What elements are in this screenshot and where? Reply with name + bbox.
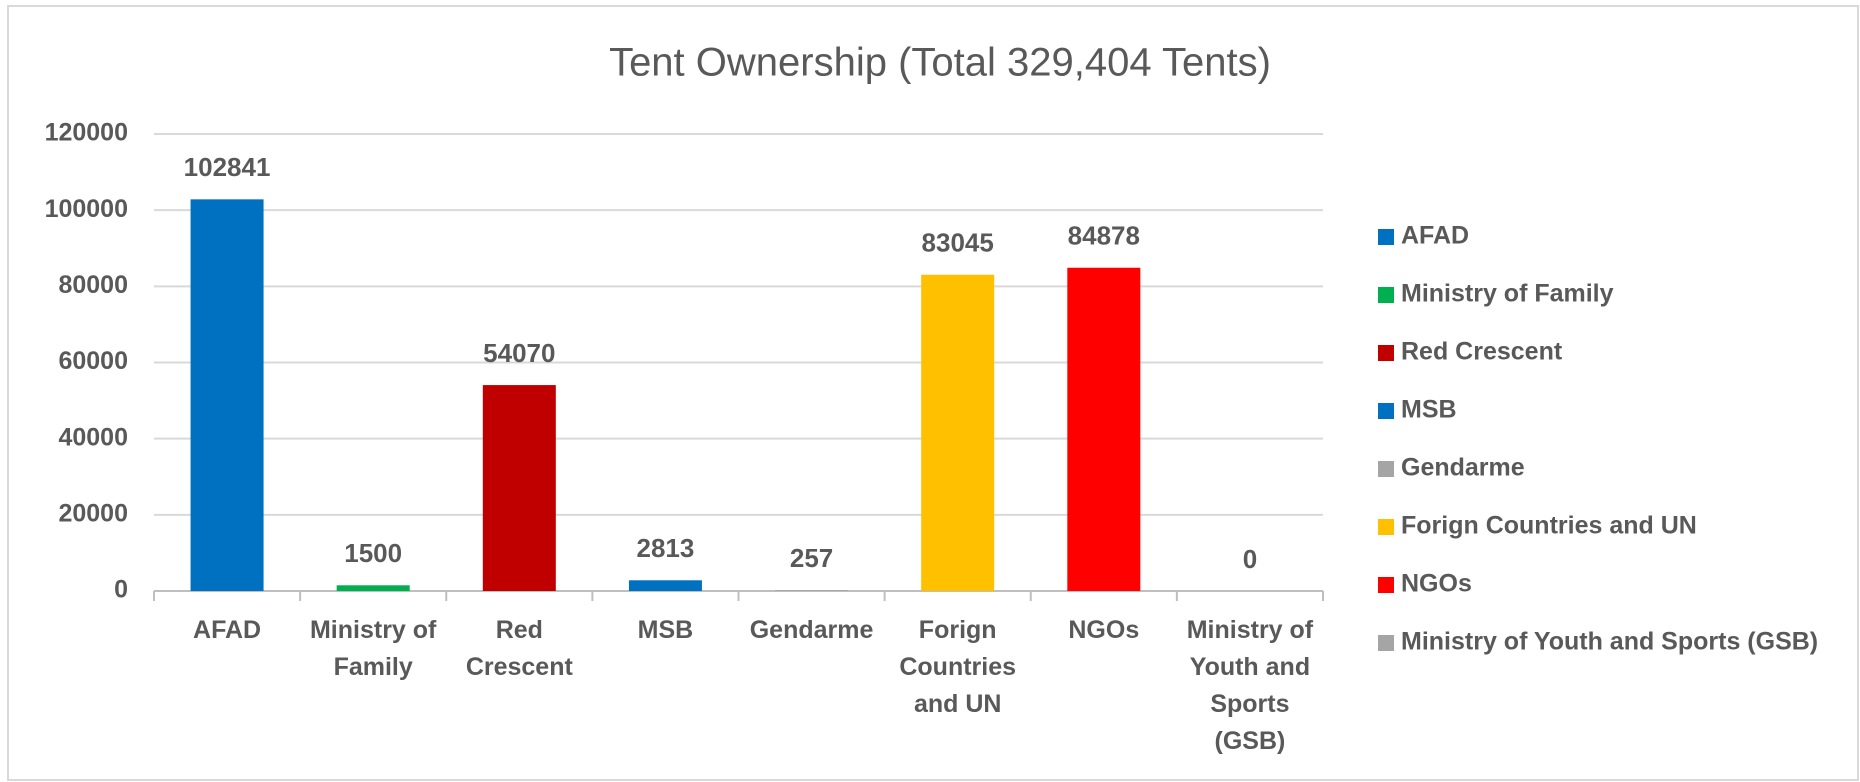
legend-swatch [1378,519,1394,535]
y-tick-label: 100000 [45,195,128,223]
x-tick-label: Gendarme [750,616,874,644]
legend-label: MSB [1401,396,1457,424]
legend-swatch [1378,635,1394,651]
value-label: 2813 [637,533,695,563]
legend-swatch [1378,287,1394,303]
value-label: 83045 [922,228,994,258]
value-label: 257 [790,543,833,573]
x-tick-label: Ministry of Family [310,616,437,681]
chart-title: Tent Ownership (Total 329,404 Tents) [609,41,1271,85]
x-tick-label: Forign Countries and UN [899,616,1016,718]
y-tick-label: 0 [114,576,128,604]
legend-label: Forign Countries and UN [1401,512,1697,540]
bar [190,199,264,591]
legend-swatch [1378,577,1394,593]
y-tick-label: 80000 [58,271,128,299]
y-tick-label: 60000 [58,347,128,375]
legend-swatch [1378,345,1394,361]
x-tick-label: Red Crescent [466,616,574,681]
legend-label: Red Crescent [1401,338,1563,366]
x-tick-label: MSB [638,616,694,644]
legend-label: Ministry of Youth and Sports (GSB) [1401,628,1818,656]
legend-swatch [1378,229,1394,245]
value-label: 102841 [184,152,271,182]
x-tick-label: NGOs [1068,616,1139,644]
bar [336,585,410,591]
bar [1067,267,1141,591]
legend-label: Ministry of Family [1401,280,1614,308]
y-tick-label: 20000 [58,499,128,527]
value-label: 84878 [1068,221,1140,251]
legend-swatch [1378,403,1394,419]
bar [921,274,995,591]
bar [628,580,702,591]
legend-swatch [1378,461,1394,477]
value-label: 0 [1243,544,1257,574]
legend-label: Gendarme [1401,454,1525,482]
legend-label: AFAD [1401,222,1469,250]
y-tick-label: 40000 [58,423,128,451]
x-tick-label: Ministry of Youth and Sports (GSB) [1187,616,1314,755]
x-tick-label: AFAD [193,616,261,644]
legend-label: NGOs [1401,570,1472,598]
y-tick-label: 120000 [45,119,128,147]
value-label: 1500 [344,538,402,568]
bar [482,385,556,591]
bar [775,590,849,591]
value-label: 54070 [483,338,555,368]
